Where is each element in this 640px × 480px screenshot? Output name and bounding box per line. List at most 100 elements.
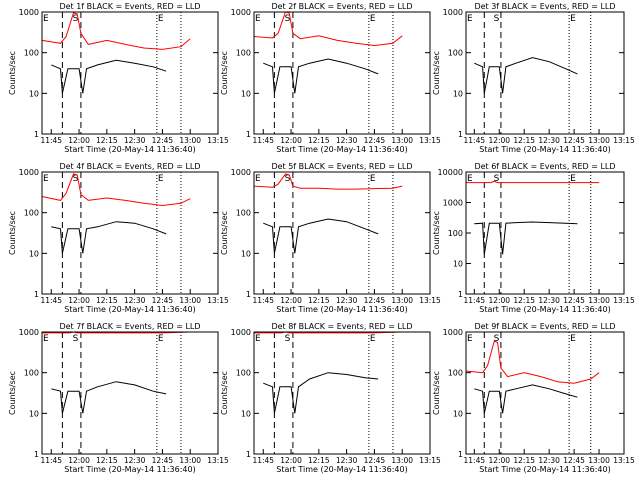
series-lld <box>253 173 403 190</box>
panel-title: Det 2f BLACK = Events, RED = LLD <box>271 2 412 11</box>
y-tick-label: 10000 <box>438 168 463 177</box>
x-tick-label: 12:30 <box>336 136 358 145</box>
y-tick-label: 1 <box>246 290 251 299</box>
event-marker-S: S <box>285 174 291 184</box>
x-tick-label: 11:45 <box>252 136 274 145</box>
event-marker-E: E <box>158 14 164 24</box>
y-tick-label: 100 <box>236 49 251 58</box>
y-tick-label: 1000 <box>231 8 251 17</box>
x-tick-label: 11:45 <box>252 296 274 305</box>
x-axis-label: Start Time (20-May-14 11:36:40) <box>479 145 610 154</box>
y-tick-label: 10 <box>241 409 251 418</box>
plot-frame <box>465 11 625 135</box>
x-tick-label: 12:45 <box>364 456 386 465</box>
panel-title: Det 3f BLACK = Events, RED = LLD <box>474 2 615 11</box>
x-tick-label: 11:45 <box>40 136 62 145</box>
event-marker-E: E <box>570 14 576 24</box>
event-marker-E: E <box>255 174 261 184</box>
y-axis-label: Counts/sec <box>8 371 17 415</box>
x-tick-label: 12:00 <box>280 296 302 305</box>
plot-frame <box>41 331 219 455</box>
x-tick-label: 13:15 <box>613 456 635 465</box>
x-tick-label: 13:00 <box>391 136 413 145</box>
y-tick-label: 100 <box>448 229 463 238</box>
series-events <box>51 381 167 414</box>
event-marker-S: S <box>285 334 291 344</box>
panel-title: Det 6f BLACK = Events, RED = LLD <box>474 162 615 171</box>
panel-det-4: Det 4f BLACK = Events, RED = LLD E E S 1 10 10… <box>8 162 229 314</box>
x-axis-label: Start Time (20-May-14 11:36:40) <box>479 305 610 314</box>
x-tick-label: 12:00 <box>488 136 510 145</box>
y-tick-label: 10 <box>453 89 463 98</box>
x-tick-label: 13:15 <box>207 456 229 465</box>
x-tick-label: 13:00 <box>179 136 201 145</box>
y-tick-label: 100 <box>448 49 463 58</box>
series-lld <box>253 11 403 47</box>
y-tick-label: 1000 <box>19 168 39 177</box>
panel-det-7: Det 7f BLACK = Events, RED = LLD E E S 1 10 10… <box>8 322 229 474</box>
x-tick-label: 12:00 <box>488 456 510 465</box>
plot-frame <box>465 331 625 455</box>
x-tick-label: 11:45 <box>464 296 486 305</box>
series-lld <box>466 180 600 184</box>
x-tick-label: 11:45 <box>464 456 486 465</box>
event-marker-E: E <box>43 174 49 184</box>
y-axis-label: Counts/sec <box>432 51 441 95</box>
series-events <box>51 59 167 94</box>
y-tick-label: 1 <box>246 450 251 459</box>
event-marker-E: E <box>158 174 164 184</box>
x-axis-label: Start Time (20-May-14 11:36:40) <box>64 145 195 154</box>
y-axis-label: Counts/sec <box>432 371 441 415</box>
y-tick-label: 10 <box>29 409 39 418</box>
y-tick-label: 1 <box>458 130 463 139</box>
x-tick-label: 12:30 <box>538 456 560 465</box>
y-tick-label: 1 <box>246 130 251 139</box>
panel-title: Det 7f BLACK = Events, RED = LLD <box>59 322 200 331</box>
x-tick-label: 12:30 <box>124 296 146 305</box>
event-marker-S: S <box>73 14 79 24</box>
event-marker-E: E <box>43 14 49 24</box>
y-tick-label: 10 <box>241 249 251 258</box>
x-tick-label: 13:00 <box>391 456 413 465</box>
series-lld <box>41 173 191 207</box>
plot-frame <box>465 171 625 295</box>
x-tick-label: 13:15 <box>419 296 441 305</box>
x-tick-label: 11:45 <box>40 296 62 305</box>
x-tick-label: 13:00 <box>179 296 201 305</box>
x-tick-label: 12:45 <box>152 296 174 305</box>
x-tick-label: 13:15 <box>207 296 229 305</box>
series-events <box>474 57 578 94</box>
plot-frame <box>253 331 431 455</box>
x-tick-label: 12:15 <box>96 456 118 465</box>
series-lld <box>254 331 403 334</box>
event-marker-E: E <box>467 174 473 184</box>
event-marker-S: S <box>73 334 79 344</box>
event-marker-S: S <box>494 14 500 24</box>
x-tick-label: 12:15 <box>513 456 535 465</box>
x-tick-label: 12:15 <box>308 456 330 465</box>
x-tick-label: 12:45 <box>152 136 174 145</box>
event-marker-E: E <box>467 14 473 24</box>
y-tick-label: 100 <box>448 369 463 378</box>
x-tick-label: 12:15 <box>513 296 535 305</box>
x-tick-label: 13:00 <box>588 136 610 145</box>
panel-title: Det 1f BLACK = Events, RED = LLD <box>59 2 200 11</box>
y-axis-label: Counts/sec <box>220 51 229 95</box>
x-tick-label: 12:15 <box>308 296 330 305</box>
y-tick-label: 1000 <box>19 328 39 337</box>
x-tick-label: 13:15 <box>613 296 635 305</box>
y-tick-label: 10 <box>453 260 463 269</box>
series-events <box>263 218 379 254</box>
x-tick-label: 12:45 <box>364 136 386 145</box>
x-tick-label: 13:15 <box>419 136 441 145</box>
y-tick-label: 1000 <box>443 8 463 17</box>
event-marker-E: E <box>255 14 261 24</box>
x-tick-label: 13:15 <box>207 136 229 145</box>
x-tick-label: 13:00 <box>588 456 610 465</box>
plot-frame <box>41 171 219 295</box>
x-axis-label: Start Time (20-May-14 11:36:40) <box>276 145 407 154</box>
event-marker-E: E <box>570 174 576 184</box>
x-tick-label: 12:45 <box>563 296 585 305</box>
